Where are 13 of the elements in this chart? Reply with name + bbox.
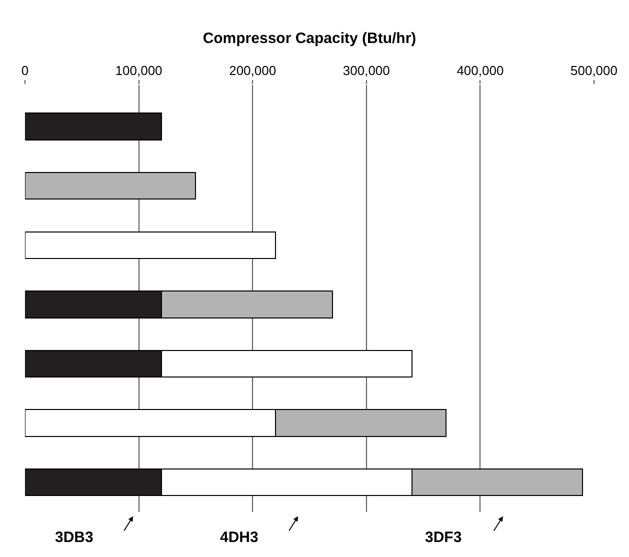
bar <box>25 172 196 200</box>
x-tick-label: 100,000 <box>115 62 162 78</box>
x-axis-title: Compressor Capacity (Btu/hr) <box>202 30 416 48</box>
text: 4DH3 <box>220 529 258 546</box>
x-tick-label: 0 <box>21 62 29 78</box>
bar <box>25 112 162 140</box>
bar <box>25 231 276 259</box>
text: 3DB3 <box>55 529 94 546</box>
x-tick-label: 300,000 <box>342 62 390 78</box>
text: 3DF3 <box>425 529 462 546</box>
x-tick-label: 200,000 <box>229 62 276 78</box>
x-tick-label: 400,000 <box>456 62 504 78</box>
x-tick-label: 500,000 <box>570 62 618 78</box>
